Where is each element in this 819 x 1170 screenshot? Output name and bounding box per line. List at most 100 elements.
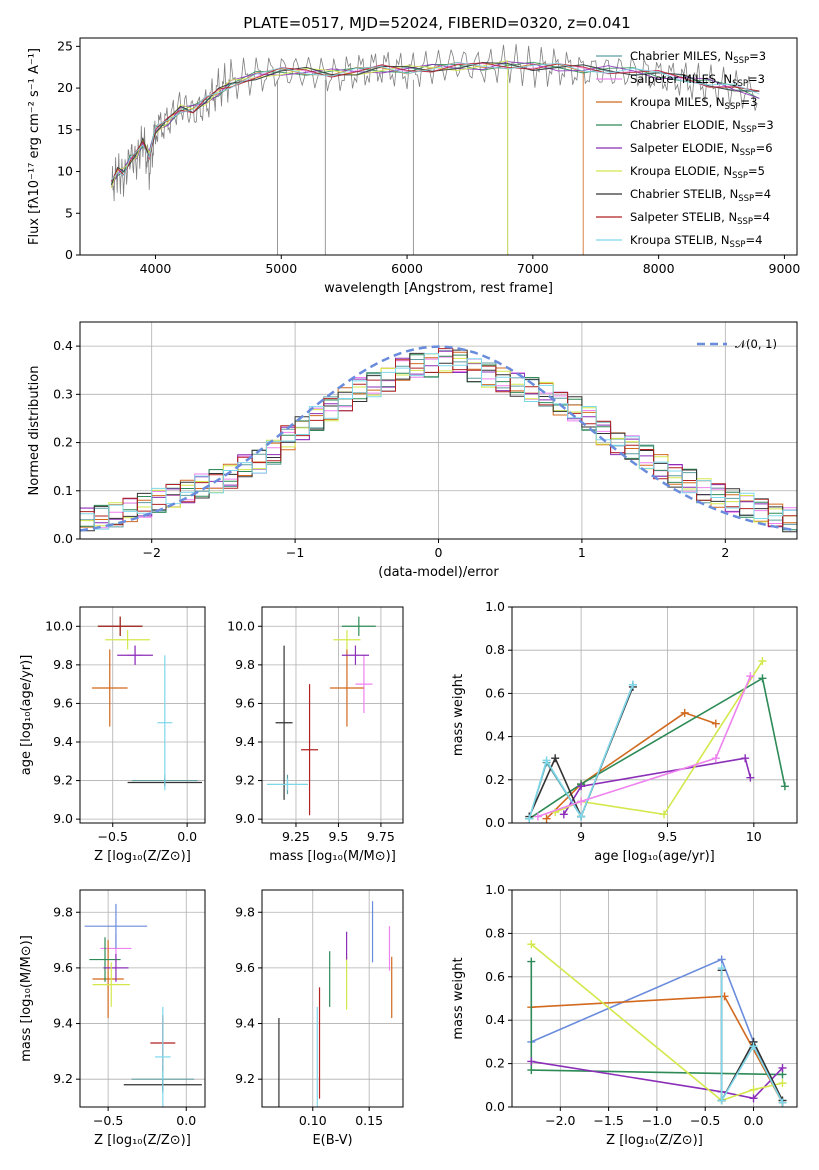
weight-line	[530, 943, 783, 1102]
y-tick-label: 0.4	[485, 1012, 505, 1027]
y-tick-label: 10.0	[227, 618, 255, 633]
plot-area	[278, 901, 393, 1107]
y-axis-label: mass weight	[451, 957, 466, 1039]
panel-mass_vs_ebv: 0.10 0.15 9.2 9.4 9.6 9.8 E(B-V)	[235, 889, 404, 1148]
axes-frame	[261, 889, 404, 1108]
x-tick-label: 5000	[265, 261, 297, 276]
histogram-step	[80, 353, 797, 539]
plot-area	[110, 44, 760, 255]
plot-area	[91, 616, 203, 791]
x-tick-label: −0.5	[98, 829, 128, 844]
x-axis-label: Z [log₁₀(Z/Z⊙)]	[94, 1133, 191, 1148]
legend-entry: Chabrier STELIB, NSSP=4	[630, 187, 771, 204]
y-tick-label: 0.2	[53, 435, 73, 450]
x-tick-label: 4000	[140, 261, 172, 276]
x-axis-label: age [log₁₀(age/yr)]	[594, 849, 715, 864]
axes-frame	[79, 321, 798, 540]
weight-marker	[533, 812, 542, 821]
legend-name: Salpeter ELODIE, N	[630, 141, 740, 155]
x-tick-label: 8000	[643, 261, 675, 276]
x-tick-label: 0.15	[355, 1113, 383, 1128]
weight-marker	[746, 773, 755, 782]
legend-name: Chabrier STELIB, N	[630, 187, 738, 201]
axes-frame	[79, 37, 798, 256]
weight-line	[554, 660, 764, 816]
model-spectrum	[111, 61, 584, 255]
x-tick-label: −0.5	[93, 1113, 123, 1128]
figure-title: PLATE=0517, MJD=52024, FIBERID=0320, z=0…	[243, 14, 630, 32]
x-tick-label: −0.5	[690, 1113, 720, 1128]
y-tick-label: 25	[57, 38, 73, 53]
legend-sub: SSP	[737, 217, 753, 227]
weight-marker	[749, 1042, 758, 1051]
panel-residuals: −2 −1 0 1 2 0.0 0.1 0.2 0.3 0.4 (data-model)/error…	[27, 321, 798, 580]
y-axis-label: Normed distribution	[27, 366, 42, 496]
legend-suffix: =4	[754, 187, 771, 201]
weight-line	[563, 757, 752, 815]
plot-area	[527, 940, 787, 1107]
x-axis-label: E(B-V)	[312, 1133, 352, 1148]
y-tick-label: 0.1	[53, 483, 73, 498]
y-tick-label: 0.4	[53, 338, 73, 353]
y-tick-label: 0.0	[485, 1099, 505, 1114]
y-tick-label: 0.0	[485, 815, 505, 830]
legend-name: Salpeter MILES, N	[630, 72, 732, 86]
axes-frame	[511, 606, 798, 824]
x-tick-label: 0.0	[744, 1113, 764, 1128]
y-tick-label: 20	[57, 80, 73, 95]
x-tick-label: −1.5	[593, 1113, 623, 1128]
y-tick-label: 9.6	[235, 695, 255, 710]
plot-area	[525, 657, 789, 823]
weight-marker	[542, 756, 551, 765]
y-tick-label: 9.0	[235, 811, 255, 826]
panel-mass_weight_vs_Z: −2.0 −1.5 −1.0 −0.5 0.0 0.0 0.2 0.4 0.6 0.8 1.0 Z […	[451, 882, 798, 1148]
weight-marker	[780, 782, 789, 791]
y-tick-label: 0	[65, 247, 73, 262]
legend-suffix: =3	[757, 118, 774, 132]
y-tick-label: 9.6	[235, 960, 255, 975]
y-tick-label: 0.8	[485, 642, 505, 657]
legend-name: Kroupa STELIB, N	[630, 233, 730, 247]
y-axis-label: mass weight	[451, 674, 466, 756]
legend-suffix: =4	[753, 210, 770, 224]
y-tick-label: 10.0	[45, 618, 73, 633]
x-tick-label: 0.10	[299, 1113, 327, 1128]
normal-curve	[80, 345, 797, 532]
y-tick-label: 1.0	[485, 599, 505, 614]
weight-marker	[527, 940, 536, 949]
y-tick-label: 0.6	[485, 969, 505, 984]
legend-suffix: =3	[749, 49, 766, 63]
panel-mass_weight_vs_age: 9 9.5 10 0.0 0.2 0.4 0.6 0.8 1.0 age [log₁₀(age/y…	[451, 599, 798, 864]
weight-marker	[680, 708, 689, 717]
panel-spectrum: 4000 5000 6000 7000 8000 9000 0 5 10 15 20 25 wavele…	[27, 37, 801, 296]
weight-marker	[711, 719, 720, 728]
y-tick-label: 10	[57, 164, 73, 179]
weight-marker	[749, 1094, 758, 1103]
legend-entry: Kroupa STELIB, NSSP=4	[630, 233, 762, 250]
weight-marker	[711, 754, 720, 763]
x-tick-label: 0.0	[177, 829, 197, 844]
weight-marker	[542, 814, 551, 823]
x-axis-label: mass [log₁₀(M/M⊙)]	[269, 849, 396, 864]
legend-sub: SSP	[740, 148, 756, 158]
y-tick-label: 9.8	[53, 904, 73, 919]
weight-marker	[749, 1085, 758, 1094]
x-tick-label: −1	[286, 545, 304, 560]
legend-sub: SSP	[725, 102, 741, 112]
model-spectrum	[111, 61, 760, 181]
y-axis-label: Flux [fλ10⁻¹⁷ erg cm⁻² s⁻¹ A⁻¹]	[27, 48, 42, 245]
weight-marker	[559, 810, 568, 819]
x-tick-label: 2	[721, 545, 729, 560]
y-tick-label: 9.4	[235, 1016, 255, 1031]
plot-area	[84, 903, 202, 1107]
weight-marker	[717, 964, 726, 973]
axes-frame	[261, 606, 404, 824]
x-tick-label: 0.0	[176, 1113, 196, 1128]
y-tick-label: 1.0	[485, 882, 505, 897]
x-tick-label: 1	[578, 545, 586, 560]
legend-entry: Chabrier MILES, NSSP=3	[630, 49, 766, 66]
legend-entry: Salpeter ELODIE, NSSP=6	[630, 141, 773, 158]
x-tick-label: 9000	[769, 261, 801, 276]
y-tick-label: 9.8	[235, 657, 255, 672]
legend-name: Chabrier MILES, N	[630, 49, 733, 63]
